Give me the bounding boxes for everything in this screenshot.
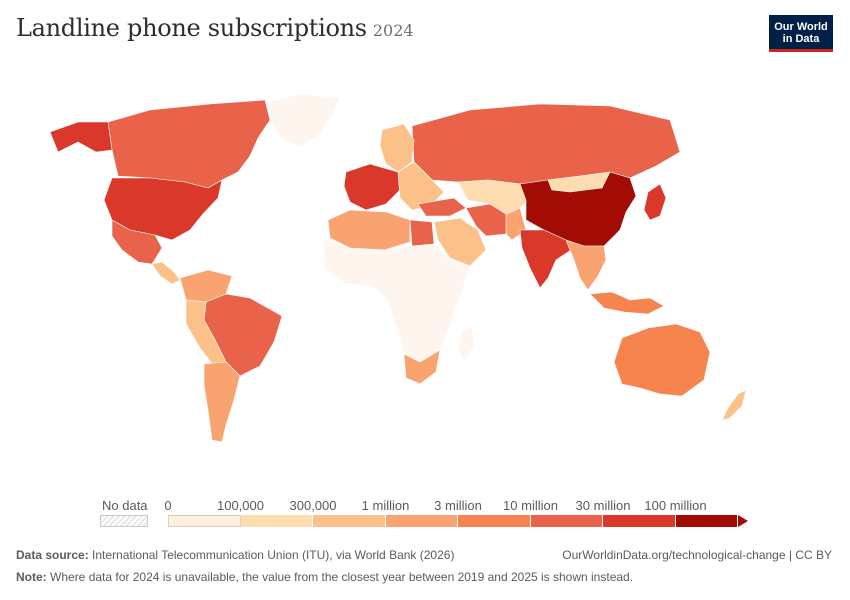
legend-tick-label: 100 million <box>644 498 707 513</box>
legend-no-data-label: No data <box>102 498 148 513</box>
region-egypt[interactable] <box>409 219 435 247</box>
attribution-link[interactable]: OurWorldinData.org/technological-change … <box>562 548 832 562</box>
source-text: International Telecommunication Union (I… <box>92 548 455 562</box>
legend-bin[interactable] <box>240 515 313 527</box>
logo-line-1: Our World <box>774 21 828 33</box>
legend-bin[interactable] <box>675 515 738 527</box>
region-australia[interactable] <box>613 323 711 397</box>
region-japan[interactable] <box>643 183 667 221</box>
legend-tick-label: 100,000 <box>217 498 264 513</box>
legend-tick-label: 0 <box>164 498 172 513</box>
region-western-europe[interactable] <box>343 163 401 211</box>
region-india[interactable] <box>519 229 575 289</box>
region-middle-east[interactable] <box>433 217 487 267</box>
region-scandinavia[interactable] <box>379 123 415 173</box>
region-central-america[interactable] <box>151 261 181 285</box>
legend-tick-label: 3 million <box>434 498 482 513</box>
region-alaska[interactable] <box>49 121 113 153</box>
region-argentina-chile[interactable] <box>203 361 241 443</box>
legend-bin[interactable] <box>168 515 241 527</box>
region-madagascar[interactable] <box>457 325 475 363</box>
region-south-africa[interactable] <box>403 349 441 385</box>
owid-logo[interactable]: Our World in Data <box>769 15 833 52</box>
note-text: Where data for 2024 is unavailable, the … <box>50 570 634 584</box>
region-sub-saharan-africa[interactable] <box>323 239 471 363</box>
legend-arrow <box>738 515 748 527</box>
legend-bin[interactable] <box>530 515 603 527</box>
legend-tick-label: 300,000 <box>289 498 337 513</box>
legend-bin[interactable] <box>603 515 676 527</box>
note-label: Note: <box>16 570 47 584</box>
region-southeast-asia[interactable] <box>565 239 607 291</box>
region-turkey[interactable] <box>417 197 467 217</box>
region-greenland[interactable] <box>267 93 341 147</box>
region-china[interactable] <box>519 171 637 247</box>
legend-bin[interactable] <box>385 515 458 527</box>
region-eastern-europe[interactable] <box>397 161 445 211</box>
legend-bin[interactable] <box>313 515 386 527</box>
region-indonesia[interactable] <box>589 291 665 315</box>
region-north-africa[interactable] <box>327 209 411 251</box>
note-line: Note: Where data for 2024 is unavailable… <box>16 570 633 584</box>
legend-no-data-swatch[interactable] <box>100 515 148 527</box>
legend-bins <box>168 515 748 527</box>
legend: No data 0 100,000 300,000 1 million 3 millio… <box>100 498 760 534</box>
region-canada[interactable] <box>107 99 271 189</box>
legend-tick-label: 30 million <box>575 498 631 513</box>
region-new-zealand[interactable] <box>721 389 747 421</box>
chart-year: 2024 <box>372 21 414 40</box>
region-russia[interactable] <box>411 103 681 185</box>
legend-tick-label: 1 million <box>361 498 410 513</box>
title-row: Landline phone subscriptions 2024 <box>16 14 414 42</box>
logo-line-2: in Data <box>782 33 820 45</box>
chart-title: Landline phone subscriptions <box>16 14 367 42</box>
source-label: Data source: <box>16 548 89 562</box>
legend-tick-label: 10 million <box>503 498 558 513</box>
world-map[interactable] <box>0 80 850 460</box>
legend-bin[interactable] <box>458 515 531 527</box>
region-central-asia[interactable] <box>457 179 531 215</box>
source-line: Data source: International Telecommunica… <box>16 548 454 562</box>
